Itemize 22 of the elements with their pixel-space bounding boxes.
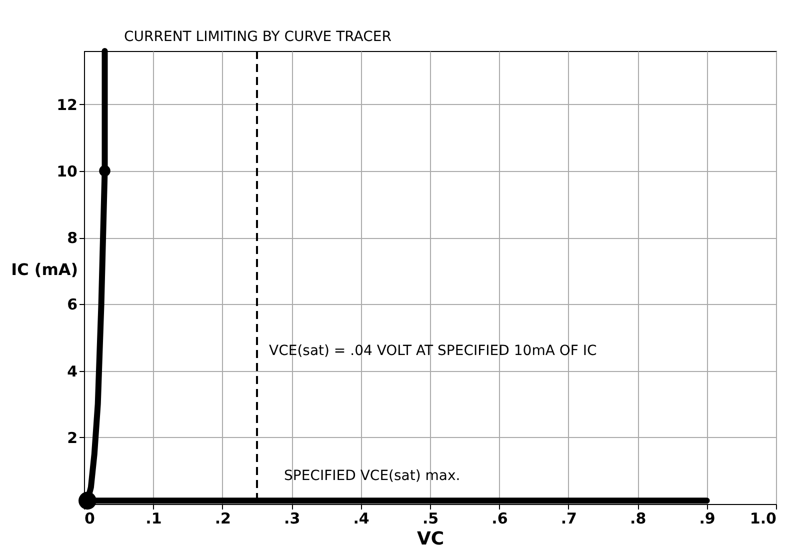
y-tick-label: 2 — [67, 428, 78, 447]
text: CURRENT LIMITING BY CURVE TRACER — [124, 29, 392, 45]
x-tick-label: .7 — [560, 510, 577, 528]
x-tick-label: 0 — [84, 510, 95, 528]
y-axis-title: IC (mA) — [11, 260, 78, 279]
annotation: SPECIFIED VCE(sat) max. — [284, 468, 460, 484]
x-tick-label: .3 — [284, 510, 300, 528]
y-tick-label: 6 — [67, 296, 78, 314]
x-tick-label: .9 — [699, 510, 716, 528]
y-tick-label: 12 — [56, 96, 78, 114]
x-tick-label: .5 — [422, 510, 439, 528]
x-tick-label: .8 — [630, 510, 646, 528]
x-tick-label: .2 — [214, 510, 231, 528]
x-tick-label: 1.0 — [750, 510, 776, 528]
x-tick-label: .1 — [146, 510, 162, 528]
annotation: VCE(sat) = .04 VOLT AT SPECIFIED 10mA OF IC — [269, 343, 598, 359]
x-axis-title: VC — [416, 528, 444, 550]
y-tick-label: 10 — [56, 162, 78, 180]
x-tick-label: .6 — [492, 510, 508, 528]
y-tick-label: 8 — [67, 229, 78, 248]
x-tick-label: .4 — [353, 510, 370, 528]
y-tick-label: 4 — [67, 362, 78, 380]
